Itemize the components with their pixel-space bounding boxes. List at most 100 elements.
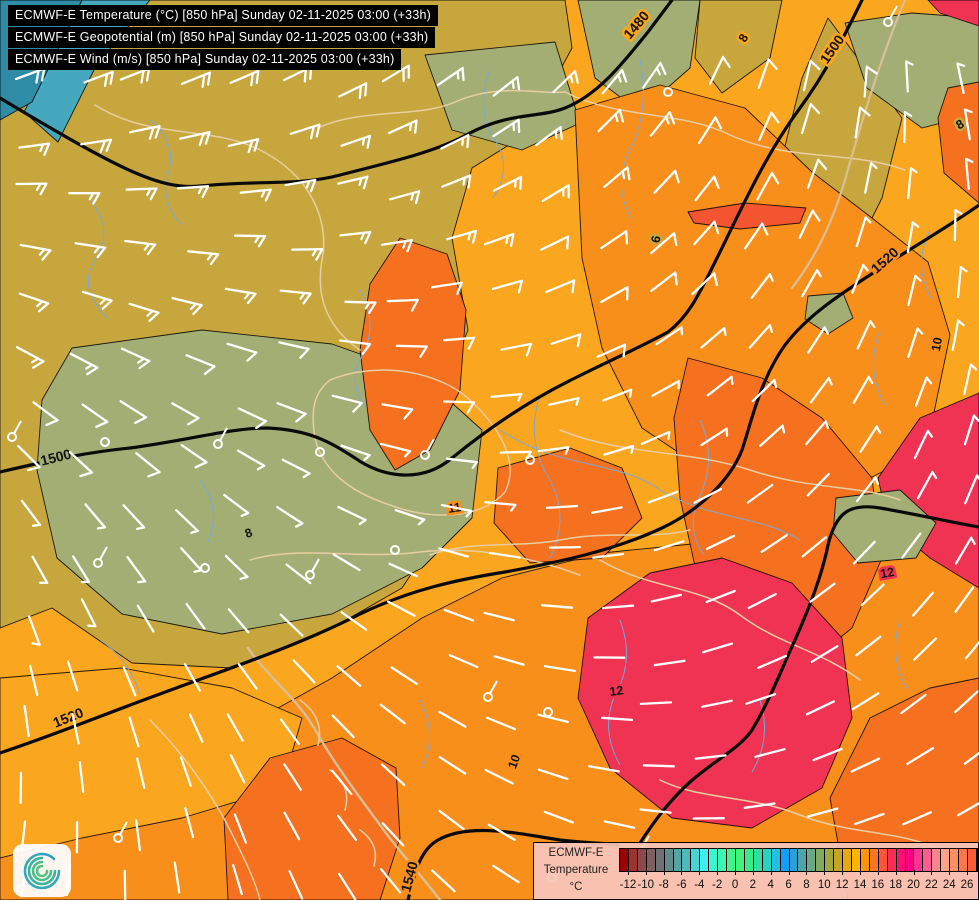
wind-barb [338, 872, 357, 900]
calm-station-icon [200, 563, 210, 573]
wind-barb [913, 429, 933, 460]
country-border [790, 0, 907, 290]
wind-barb [284, 178, 317, 193]
colorbar-tickmark [806, 870, 808, 875]
wind-barb [964, 157, 974, 190]
wind-barb [283, 811, 301, 841]
colorbar-cell [869, 849, 879, 871]
colorbar-cell [834, 849, 844, 871]
header-temperature-label: ECMWF-E Temperature (°C) [850 hPa] Sunda… [8, 5, 439, 26]
wind-barb [233, 234, 267, 248]
wind-barb [395, 344, 428, 358]
wind-barb [540, 235, 570, 251]
wind-barb [126, 556, 147, 584]
wind-barb [756, 171, 780, 201]
wind-barb [179, 131, 211, 147]
wind-barb [743, 222, 769, 250]
calm-station-stick [119, 821, 128, 835]
wind-barb [379, 868, 402, 894]
wind-barb [545, 504, 579, 510]
wind-barb [337, 175, 369, 190]
wind-barb [747, 592, 777, 610]
wind-barb [805, 700, 836, 716]
wind-barb [483, 611, 515, 622]
wind-barb [32, 401, 59, 427]
calm-station-stick [311, 558, 320, 572]
colorbar-cell [825, 849, 835, 871]
colorbar-tick-label: 8 [803, 879, 810, 891]
wind-barb [693, 487, 723, 504]
wind-barb [445, 457, 479, 469]
colorbar-cell [959, 849, 968, 871]
wind-barb [906, 221, 920, 254]
colorbar-tick-label: -10 [637, 879, 655, 891]
wind-barb [83, 70, 114, 87]
wind-barb [701, 699, 733, 708]
wind-barb [760, 534, 788, 554]
wind-barb [951, 319, 965, 352]
wind-barb [537, 446, 570, 455]
colorbar-cell [691, 849, 701, 871]
wind-barb [336, 814, 358, 842]
header-wind-label: ECMWF-E Wind (m/s) [850 hPa] Sunday 02-1… [8, 49, 402, 70]
wind-barb [642, 61, 667, 89]
wind-barb [537, 768, 569, 781]
wind-barb [649, 111, 676, 137]
calm-station-stick [489, 680, 498, 694]
wind-barb [448, 654, 479, 669]
colorbar-tick-label: 12 [835, 879, 849, 891]
wind-barb [851, 692, 880, 711]
wind-barb [964, 640, 979, 660]
country-border [249, 549, 581, 576]
wind-barb [80, 598, 97, 628]
wind-barb [486, 716, 517, 731]
colorbar-cell [727, 849, 736, 871]
wind-barb [963, 414, 979, 446]
wind-barb [543, 665, 576, 673]
wind-barb [600, 230, 629, 250]
wind-barb [291, 248, 324, 261]
wind-barb [488, 551, 521, 559]
colorbar-cell [735, 849, 745, 871]
wind-barb [438, 809, 465, 831]
wind-barb [500, 342, 533, 357]
colorbar-cell [620, 849, 629, 871]
wind-barb [954, 690, 979, 714]
wind-barb [855, 476, 880, 503]
wind-barb [751, 378, 778, 403]
wind-barb [706, 375, 734, 397]
colorbar-tick-label: 2 [749, 879, 757, 891]
wind-barb [81, 403, 109, 428]
wind-barb [440, 503, 473, 518]
wind-barb [852, 540, 876, 565]
country-border [94, 104, 361, 351]
wind-barb [69, 352, 99, 376]
wind-barb [655, 326, 684, 346]
wind-barb [227, 608, 250, 634]
calm-station-stick [13, 420, 22, 434]
temp-region-crimson [577, 557, 853, 829]
wind-barb [602, 604, 635, 610]
wind-barb [691, 272, 719, 296]
wind-barb [187, 250, 220, 266]
wind-barb [956, 62, 966, 95]
colorbar-cell [896, 849, 906, 871]
wind-barb [276, 505, 304, 528]
wind-barb [184, 806, 195, 839]
wind-barb [916, 470, 938, 500]
wind-barb [639, 808, 672, 814]
wind-barb [705, 534, 736, 550]
colorbar-tickmark [931, 870, 933, 875]
wind-barb [120, 347, 151, 370]
wind-barb [332, 553, 361, 572]
wind-barb [901, 532, 922, 559]
country-border [599, 559, 861, 681]
colorbar-tick-label: -8 [658, 879, 669, 891]
borders-layer [94, 0, 941, 900]
colorbar-cell [646, 849, 656, 871]
calm-station-stick [219, 427, 228, 441]
wind-barb [223, 493, 250, 517]
wind-barb [759, 424, 786, 447]
